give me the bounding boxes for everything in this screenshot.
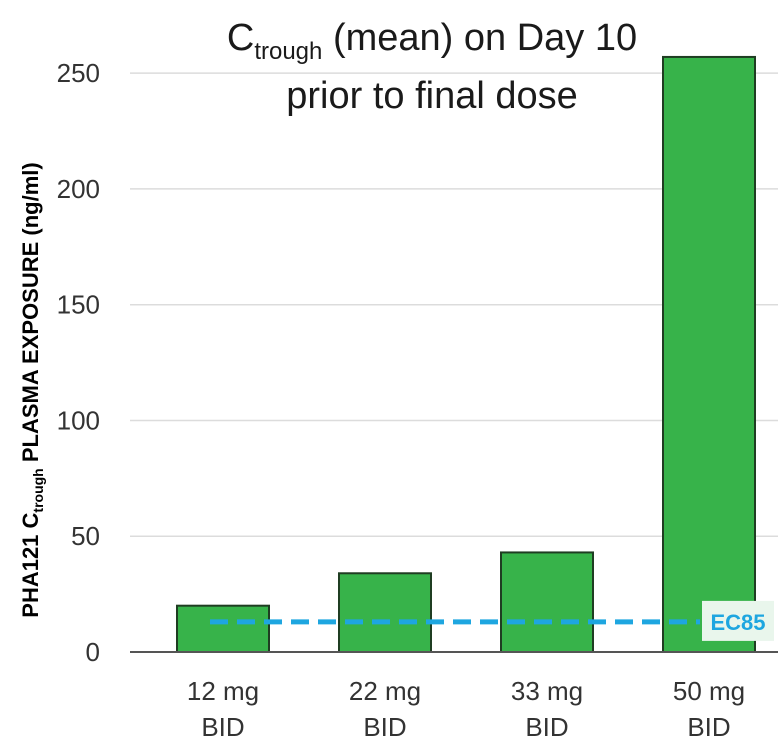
x-category-label-line1: 22 mg: [349, 676, 421, 706]
bar: [500, 551, 594, 654]
chart-title-main: C: [227, 17, 254, 59]
bar: [176, 604, 270, 654]
y-tick-label: 100: [57, 405, 100, 435]
reference-line-group: EC85: [210, 600, 774, 641]
x-category-label-line1: 33 mg: [511, 676, 583, 706]
bar: [338, 572, 432, 653]
reference-line-label: EC85: [710, 610, 765, 635]
reference-label-box: [702, 600, 774, 641]
chart-title-rest: (mean) on Day 10: [322, 17, 637, 59]
y-tick-label: 0: [86, 637, 100, 667]
x-category-label-line1: 50 mg: [673, 676, 745, 706]
x-category-label-line2: BID: [525, 712, 568, 742]
bar: [662, 55, 756, 653]
y-axis-label-prefix: PHA121 C: [18, 512, 43, 617]
x-category-label-line2: BID: [363, 712, 406, 742]
x-category-label-line1: 12 mg: [187, 676, 259, 706]
x-category-label-line2: BID: [687, 712, 730, 742]
chart-title-line2: prior to final dose: [286, 75, 578, 117]
x-category-label-line2: BID: [201, 712, 244, 742]
chart-title-line1: Ctrough (mean) on Day 10: [227, 17, 637, 65]
x-category-labels: 12 mg BID 22 mg BID 33 mg BID 50 mg BID: [187, 676, 745, 742]
y-tick-label: 200: [57, 174, 100, 204]
y-tick-labels: 0 50 100 150 200 250: [57, 58, 100, 667]
y-tick-label: 250: [57, 58, 100, 88]
y-axis-label: PHA121 Ctrough PLASMA EXPOSURE (ng/ml): [18, 162, 46, 617]
y-tick-label: 50: [71, 521, 100, 551]
chart-title-subscript: trough: [254, 38, 322, 65]
y-axis-label-subscript: trough: [30, 468, 46, 512]
y-tick-label: 150: [57, 290, 100, 320]
bars: [176, 55, 756, 654]
y-axis-label-suffix: PLASMA EXPOSURE (ng/ml): [18, 162, 43, 468]
